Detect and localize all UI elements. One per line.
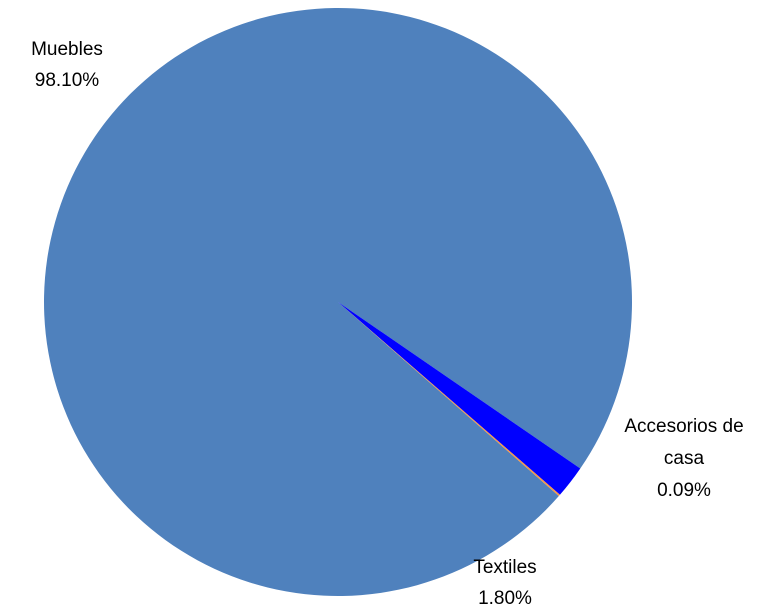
pie-slice-accesorios-de-casa — [338, 302, 560, 497]
pie-slices — [44, 7, 633, 596]
label-accesorios-name-line1: Accesorios de — [624, 416, 743, 437]
pie-slice-muebles — [44, 7, 633, 596]
label-textiles-name: Textiles — [473, 557, 536, 578]
label-accesorios: Accesorios de casa 0.09% — [624, 416, 743, 501]
label-muebles: Muebles 98.10% — [31, 39, 103, 91]
label-muebles-percent: 98.10% — [35, 70, 100, 91]
label-textiles-percent: 1.80% — [478, 588, 532, 609]
label-textiles: Textiles 1.80% — [473, 557, 536, 609]
pie-slice-textiles — [338, 302, 581, 495]
label-accesorios-percent: 0.09% — [657, 480, 711, 501]
label-accesorios-name-line2: casa — [664, 448, 705, 469]
label-muebles-name: Muebles — [31, 39, 103, 60]
